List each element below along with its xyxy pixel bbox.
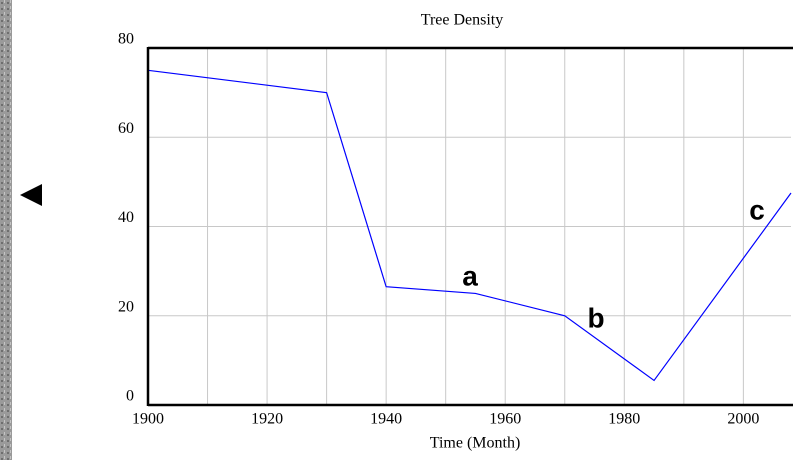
annotation: a xyxy=(462,260,478,291)
x-tick-label: 2000 xyxy=(727,411,759,428)
y-tick-label: 60 xyxy=(118,120,134,137)
y-tick-label: 20 xyxy=(118,298,134,315)
y-tick-label: 0 xyxy=(126,388,134,405)
y-tick-label: 40 xyxy=(118,209,134,226)
x-tick-label: 1980 xyxy=(608,411,640,428)
side-texture xyxy=(0,0,12,460)
annotation: b xyxy=(587,302,604,333)
x-tick-label: 1920 xyxy=(251,411,283,428)
annotation: c xyxy=(749,194,765,225)
collapse-arrow[interactable] xyxy=(20,184,42,206)
frame xyxy=(146,46,793,407)
chart-title: Tree Density xyxy=(421,12,504,29)
x-tick-label: 1940 xyxy=(370,411,402,428)
grid xyxy=(147,47,791,406)
plot xyxy=(147,69,792,382)
x-axis-label: Time (Month) xyxy=(430,435,521,452)
x-tick-label: 1960 xyxy=(489,411,521,428)
y-tick-label: 80 xyxy=(118,31,134,48)
x-tick-label: 1900 xyxy=(132,411,164,428)
data-line xyxy=(147,69,792,382)
